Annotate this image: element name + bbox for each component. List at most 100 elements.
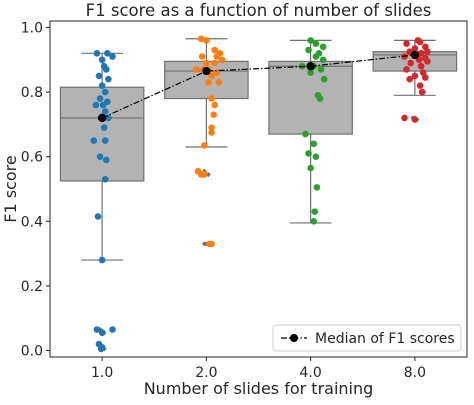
data-point [96, 153, 104, 160]
data-point [101, 108, 109, 115]
data-point [200, 171, 208, 178]
data-point [93, 50, 101, 57]
data-point [90, 137, 98, 144]
data-point [307, 164, 314, 172]
data-point [416, 82, 424, 89]
points-layer [90, 35, 431, 353]
data-point [313, 184, 321, 191]
data-point [208, 129, 215, 136]
data-point [208, 72, 215, 80]
data-point [213, 53, 221, 60]
data-point [319, 43, 327, 51]
data-point [211, 46, 219, 54]
data-point [205, 79, 212, 86]
data-point [93, 326, 101, 333]
data-point [192, 66, 200, 73]
data-point [197, 35, 205, 43]
data-point [109, 53, 116, 60]
data-point [312, 153, 320, 160]
data-point [316, 95, 324, 102]
plot-frame [49, 20, 468, 358]
data-point [417, 62, 425, 70]
data-point [312, 53, 320, 60]
data-point [310, 140, 318, 148]
y-tick-label: 0.2 [21, 279, 43, 295]
box-1.0 [59, 86, 145, 182]
data-point [424, 48, 431, 55]
data-point [307, 69, 314, 76]
median-series-marker [306, 62, 315, 71]
y-tick-label: 0.6 [21, 150, 43, 166]
data-point [102, 156, 110, 164]
x-axis-ticks: 1.0 2.0 4.0 8.0 [91, 357, 426, 381]
data-point [96, 95, 104, 102]
data-point [215, 79, 223, 86]
data-point [100, 124, 108, 131]
data-point [98, 329, 106, 337]
median-series-marker [410, 50, 420, 60]
x-axis-label: Number of slides for training [144, 379, 374, 398]
data-point [411, 116, 419, 123]
data-point [403, 66, 410, 73]
median-series-marker [202, 66, 211, 76]
data-point [320, 75, 328, 83]
data-point [211, 101, 219, 109]
data-point [422, 74, 429, 81]
x-tick-label: 1.0 [91, 365, 113, 381]
data-point [92, 101, 100, 109]
data-point [101, 88, 109, 96]
data-point [411, 72, 419, 80]
data-point [102, 66, 110, 73]
data-point [101, 137, 109, 144]
x-tick-label: 4.0 [299, 365, 321, 381]
data-point [97, 345, 105, 353]
data-point [99, 101, 107, 109]
data-point [401, 114, 408, 122]
series-layer [97, 50, 420, 123]
y-tick-label: 0.8 [21, 85, 43, 101]
data-point [317, 66, 325, 73]
data-point [208, 95, 215, 102]
y-tick-label: 0.0 [21, 344, 43, 360]
data-point [310, 218, 318, 225]
data-point [418, 88, 426, 96]
y-axis-ticks: 0.0 0.2 0.4 0.6 0.8 1.0 [21, 20, 50, 360]
data-point [109, 326, 116, 333]
data-point [94, 213, 102, 220]
data-point [208, 240, 215, 248]
data-point [407, 59, 415, 67]
data-point [424, 58, 431, 65]
data-point [211, 59, 219, 67]
data-point [305, 46, 312, 54]
legend: Median of F1 scores [272, 324, 462, 352]
y-tick-label: 0.4 [21, 214, 43, 230]
data-point [411, 45, 419, 52]
x-tick-label: 2.0 [195, 365, 217, 381]
data-point [307, 37, 314, 44]
legend-label: Median of F1 scores [315, 331, 455, 347]
data-point [208, 124, 215, 131]
data-point [403, 40, 410, 47]
legend-box [272, 324, 462, 352]
data-point [98, 56, 106, 64]
chart-title: F1 score as a function of number of slid… [86, 1, 432, 20]
data-point [203, 37, 210, 44]
data-point [218, 56, 226, 64]
data-point [105, 75, 112, 83]
median-series-marker [97, 113, 107, 123]
data-point [416, 38, 424, 46]
data-point [98, 256, 106, 264]
data-point [319, 56, 327, 64]
y-axis-label: F1 score [1, 155, 20, 222]
data-point [101, 176, 109, 183]
data-point [305, 150, 312, 157]
data-point [98, 82, 106, 89]
data-point [203, 59, 210, 67]
data-point [302, 130, 309, 138]
data-point [210, 111, 217, 118]
data-point [311, 208, 319, 215]
x-tick-label: 8.0 [404, 365, 426, 381]
data-point [198, 53, 206, 60]
